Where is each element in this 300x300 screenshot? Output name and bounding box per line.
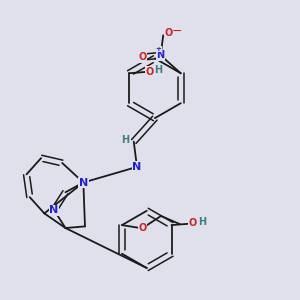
Text: N: N xyxy=(50,205,59,215)
Text: N: N xyxy=(157,50,165,60)
Text: N: N xyxy=(132,162,142,172)
Text: H: H xyxy=(122,135,130,145)
Text: O: O xyxy=(138,223,146,233)
Text: −: − xyxy=(172,25,182,38)
Text: H: H xyxy=(198,218,206,227)
Text: O: O xyxy=(165,28,173,38)
Text: O: O xyxy=(139,52,147,62)
Text: H: H xyxy=(154,65,162,75)
Text: +: + xyxy=(156,46,162,52)
Text: N: N xyxy=(79,178,88,188)
Text: O: O xyxy=(188,218,197,229)
Text: O: O xyxy=(145,67,153,77)
